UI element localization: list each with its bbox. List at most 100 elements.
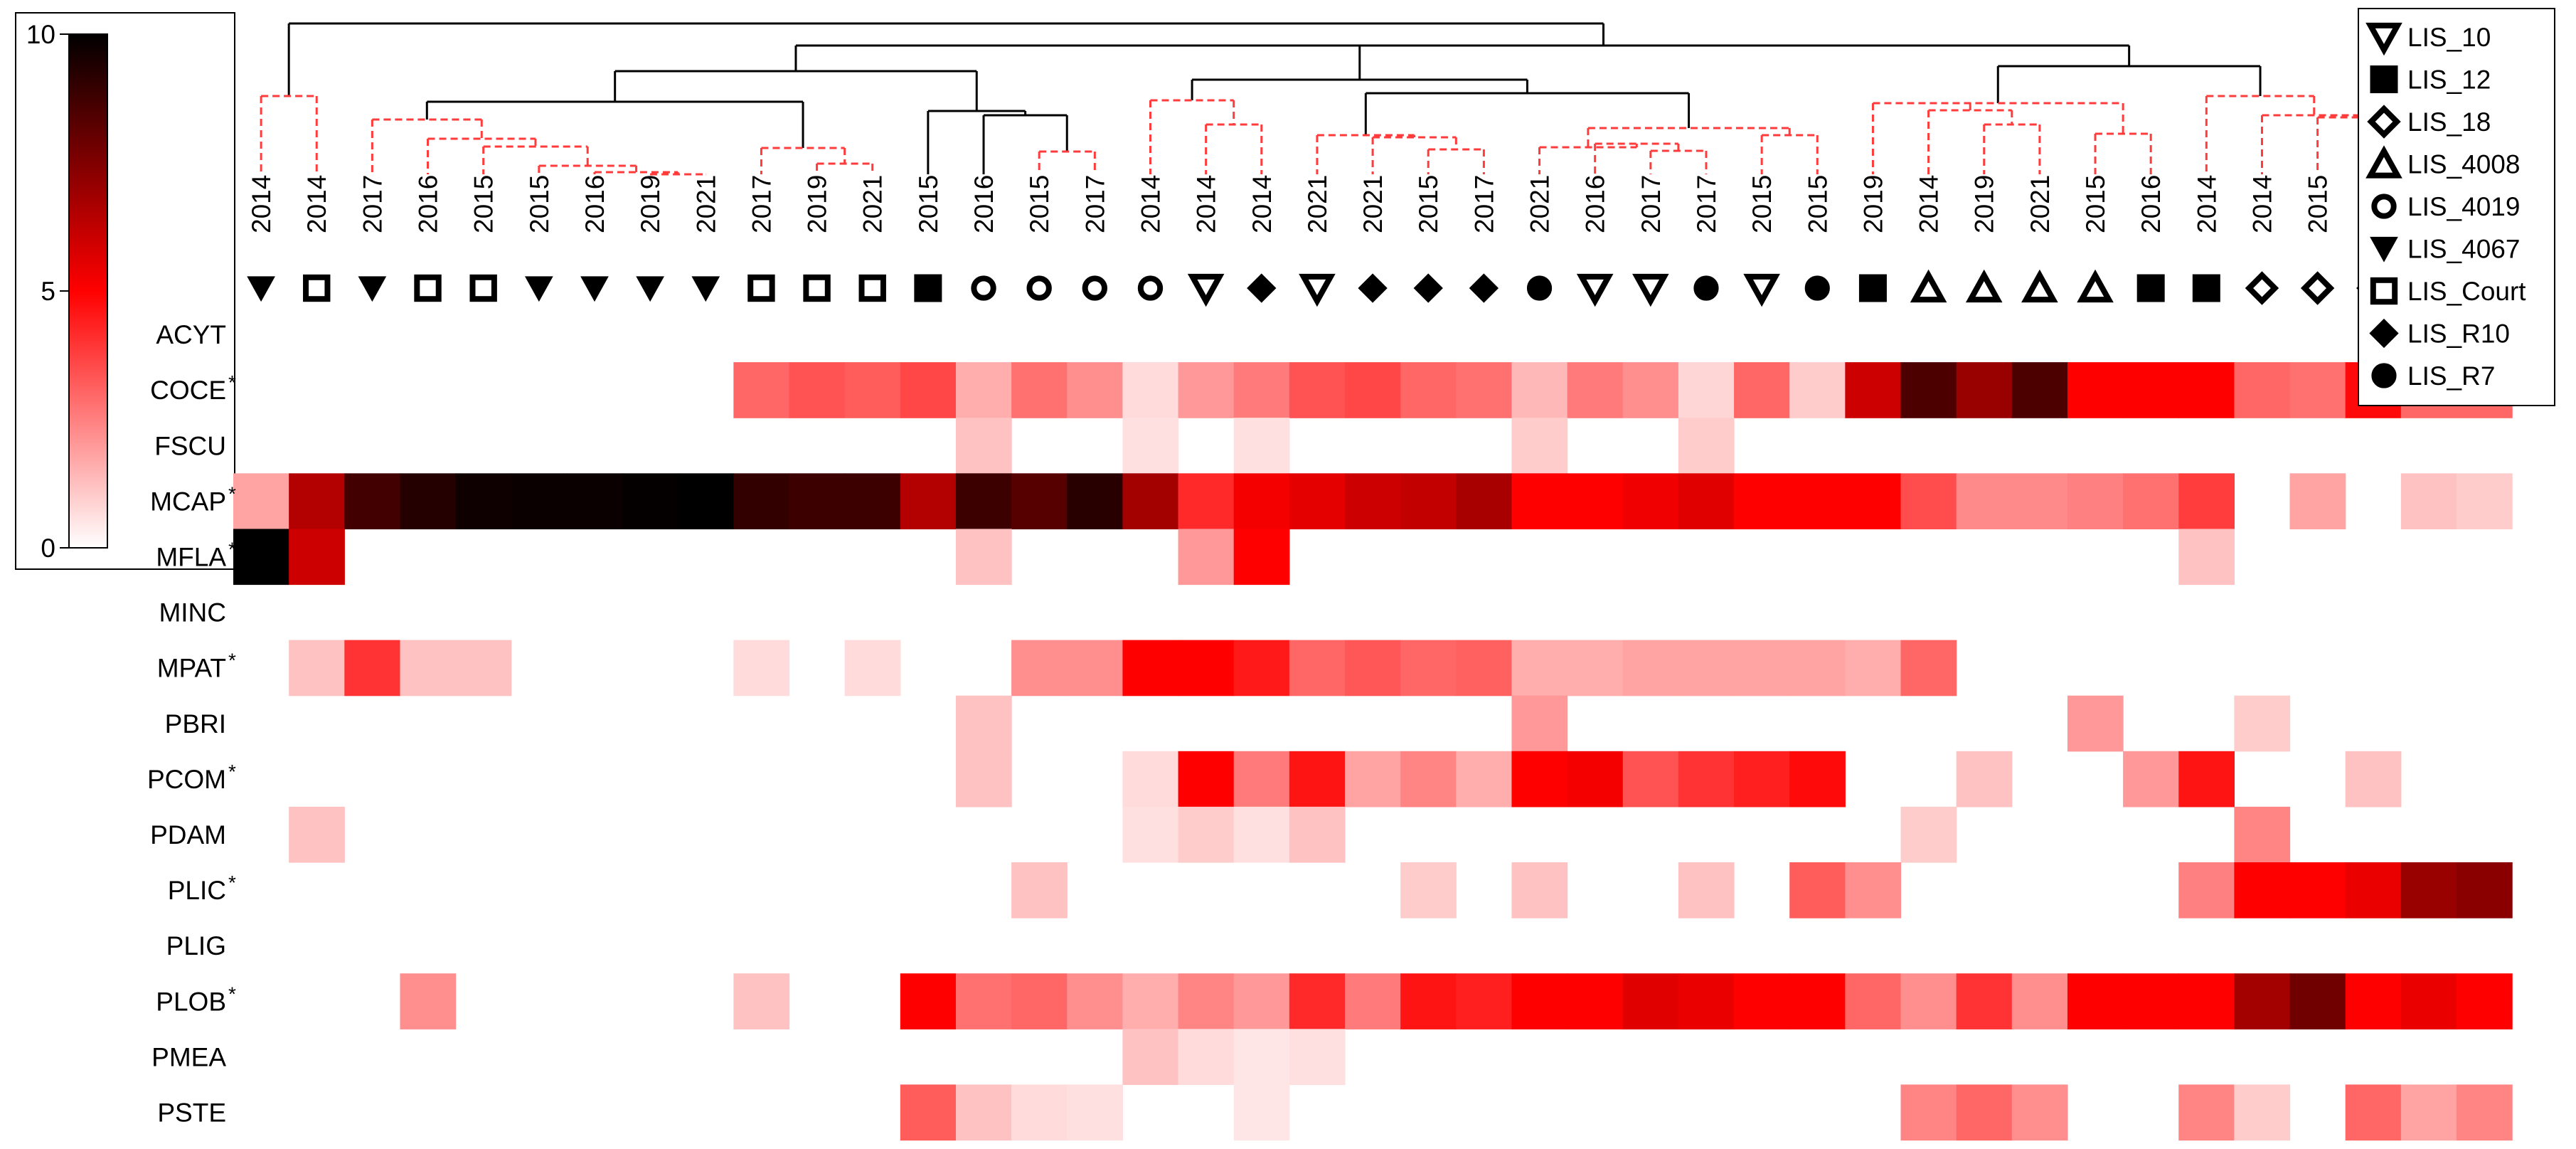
heatmap-cell: [2400, 473, 2457, 529]
heatmap-cell: [900, 973, 957, 1029]
heatmap-cell: [1178, 640, 1235, 697]
heatmap-cell: [1678, 640, 1735, 697]
heatmap-cell: [1567, 640, 1624, 697]
column-year-label: 2015: [2304, 175, 2333, 233]
heatmap-cell: [1400, 973, 1457, 1029]
heatmap-cell: [1122, 973, 1179, 1029]
heatmap-cell: [1233, 1084, 1290, 1141]
marker-triangle-down: [1299, 273, 1336, 307]
heatmap-cell: [1622, 362, 1679, 418]
colorbar-frame: [15, 12, 235, 570]
heatmap-cell: [789, 473, 846, 529]
heatmap-cell: [2123, 473, 2179, 529]
heatmap-cell: [1622, 973, 1679, 1029]
heatmap-cell: [900, 473, 957, 529]
heatmap-cell: [1900, 1084, 1957, 1141]
row-label-star: *: [228, 872, 236, 894]
heatmap-cell: [2178, 473, 2235, 529]
heatmap-cell: [1956, 362, 2013, 418]
heatmap-cell: [1845, 473, 1902, 529]
heatmap-cell: [1289, 973, 1346, 1029]
column-year-label: 2016: [2136, 175, 2166, 233]
column-year-label: 2017: [358, 175, 387, 233]
heatmap-cell: [1789, 862, 1846, 918]
marker-square: [2192, 274, 2220, 302]
heatmap-cell: [1067, 640, 1123, 697]
heatmap-cell: [1345, 473, 1401, 529]
heatmap-cell: [2289, 473, 2346, 529]
marker-triangle-down: [1743, 273, 1780, 307]
column-year-label: 2021: [691, 175, 720, 233]
heatmap-cell: [1122, 751, 1179, 808]
heatmap-cell: [900, 362, 957, 418]
heatmap-cell: [1400, 640, 1457, 697]
marker-square: [303, 274, 331, 302]
heatmap-cell: [2345, 973, 2402, 1029]
heatmap-cell: [955, 695, 1012, 752]
marker-triangle-down: [1632, 273, 1669, 307]
heatmap-cell: [2457, 473, 2513, 529]
heatmap-cell: [1511, 695, 1568, 752]
column-year-label: 2021: [1526, 175, 1555, 233]
heatmap-cell: [2067, 695, 2124, 752]
heatmap-cell: [344, 473, 401, 529]
heatmap-cell: [2067, 362, 2124, 418]
heatmap-cell: [733, 362, 790, 418]
heatmap-cell: [1456, 973, 1513, 1029]
heatmap-cell: [844, 473, 901, 529]
marker-triangle-down: [2370, 236, 2398, 263]
row-label: FSCU: [154, 431, 226, 460]
heatmap-cell: [1567, 751, 1624, 808]
heatmap-cell: [1233, 973, 1290, 1029]
marker-triangle-down: [691, 276, 720, 302]
heatmap-cell: [2457, 1084, 2513, 1141]
heatmap-cell: [2123, 973, 2179, 1029]
heatmap-cell: [1900, 473, 1957, 529]
marker-square: [2136, 274, 2165, 302]
marker-circle: [1082, 275, 1108, 301]
column-year-label: 2015: [914, 175, 943, 233]
heatmap-cell: [2234, 1084, 2291, 1141]
marker-circle: [2371, 194, 2397, 219]
heatmap-cell: [1345, 751, 1401, 808]
heatmap-cell: [2400, 1084, 2457, 1141]
heatmap-cell: [1178, 529, 1235, 586]
marker-circle: [1693, 275, 1719, 301]
marker-circle: [1804, 275, 1830, 301]
column-year-label: 2021: [1358, 175, 1388, 233]
heatmap-cell: [511, 473, 568, 529]
heatmap-cell: [1011, 640, 1068, 697]
column-year-label: 2015: [525, 175, 554, 233]
heatmap-cell: [1122, 418, 1179, 474]
heatmap-cell: [1289, 751, 1346, 808]
heatmap-cell: [1622, 473, 1679, 529]
row-label-star: *: [228, 538, 236, 560]
legend-entry-label: LIS_4008: [2407, 150, 2520, 179]
heatmap-cell: [1233, 529, 1290, 586]
marker-square: [858, 274, 886, 302]
marker-triangle-up: [1965, 269, 2003, 303]
heatmap-cell: [955, 418, 1012, 474]
column-year-label: 2015: [2081, 175, 2110, 233]
legend-entry-label: LIS_12: [2407, 65, 2491, 95]
heatmap-cell: [1845, 973, 1902, 1029]
heatmap-cell: [1122, 362, 1179, 418]
heatmap-cell: [1789, 973, 1846, 1029]
heatmap-cell: [455, 640, 512, 697]
heatmap-cell: [1456, 473, 1513, 529]
heatmap-cell: [2234, 362, 2291, 418]
marker-triangle-down: [636, 276, 664, 302]
heatmap-cell: [2400, 973, 2457, 1029]
column-year-label: 2014: [1915, 175, 1944, 233]
marker-diamond: [1469, 273, 1499, 303]
marker-circle: [2371, 363, 2397, 388]
heatmap-cell: [1511, 362, 1568, 418]
column-year-label: 2021: [1303, 175, 1332, 233]
marker-square: [803, 274, 831, 302]
colorbar: 10 5 0: [15, 12, 235, 570]
marker-diamond: [2245, 271, 2279, 305]
marker-triangle-up: [1910, 269, 1947, 303]
heatmap-cell: [289, 529, 345, 586]
